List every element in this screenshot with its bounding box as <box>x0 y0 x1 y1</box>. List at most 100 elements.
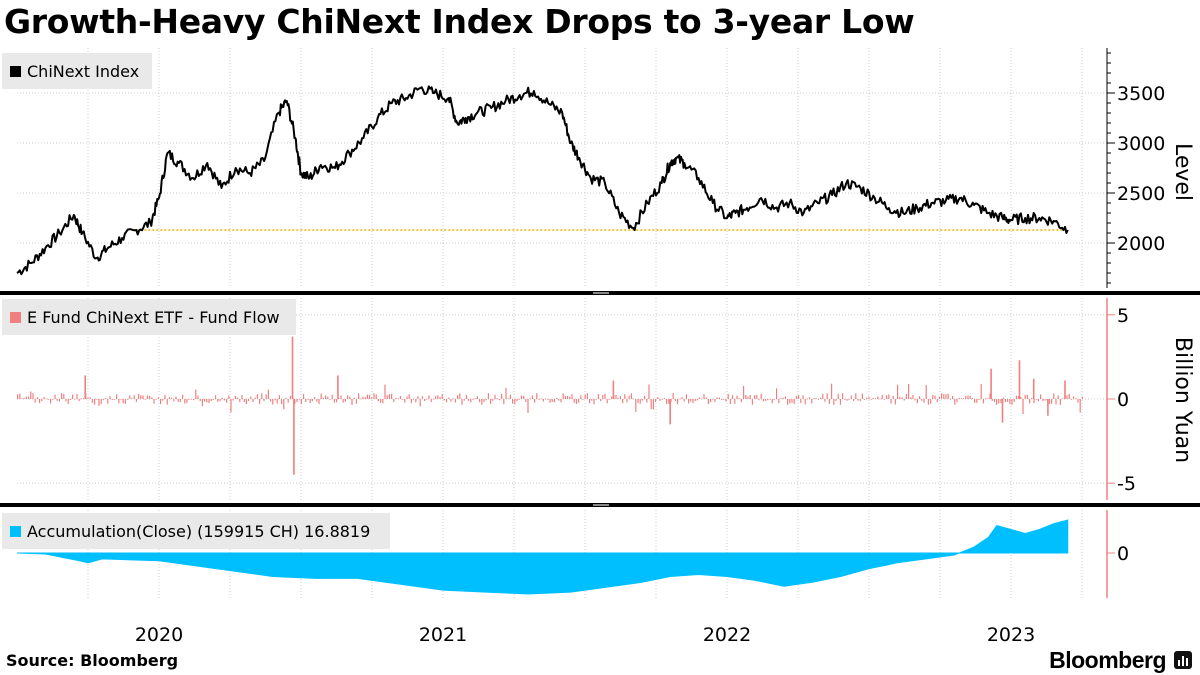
fund-flow-bar <box>498 399 500 401</box>
fund-flow-bar <box>1031 397 1033 399</box>
fund-flow-bar <box>542 399 544 402</box>
fund-flow-bar <box>459 393 461 399</box>
fund-flow-bar <box>523 395 525 399</box>
fund-flow-bar <box>826 393 828 399</box>
fund-flow-bar <box>188 399 190 400</box>
fund-flow-bar <box>518 399 520 400</box>
fund-flow-bar <box>734 399 736 404</box>
fund-flow-bar <box>274 399 276 401</box>
panel-divider-2[interactable] <box>0 503 1200 507</box>
fund-flow-bar <box>294 399 296 405</box>
fund-flow-bar <box>923 399 925 403</box>
fund-flow-bar <box>349 396 351 399</box>
fund-flow-bar <box>949 399 951 400</box>
fund-flow-bar <box>897 384 899 399</box>
brand-logo: Bloomberg <box>1049 647 1166 673</box>
fund-flow-bar <box>817 399 819 400</box>
fund-flow-bar <box>461 399 463 405</box>
fund-flow-bar <box>507 398 509 400</box>
fund-flow-bar <box>413 399 415 400</box>
fund-flow-bar <box>1044 399 1046 401</box>
fund-flow-bar <box>1024 394 1026 399</box>
fund-flow-bar <box>129 395 131 399</box>
fund-flow-bar <box>626 399 628 403</box>
fund-flow-bar <box>362 396 364 399</box>
fund-flow-bar <box>703 394 705 399</box>
fund-flow-bar <box>94 399 96 405</box>
fund-flow-bar <box>1018 360 1021 399</box>
fund-flow-bar <box>591 399 593 401</box>
fund-flow-bar <box>780 397 782 399</box>
fund-flow-bar <box>307 399 309 400</box>
fund-flow-bar <box>463 399 465 401</box>
fund-flow-bar <box>604 393 606 399</box>
fund-flow-bar <box>1066 395 1068 399</box>
fund-flow-bar <box>993 399 995 402</box>
fund-flow-bar <box>393 399 395 402</box>
legend-accumulation[interactable]: Accumulation(Close) (159915 CH) 16.8819 <box>2 513 390 549</box>
fund-flow-bar <box>969 395 971 399</box>
fund-flow-bar <box>652 399 654 410</box>
fund-flow-bar <box>936 399 938 403</box>
fund-flow-bar <box>905 393 907 399</box>
fund-flow-bar <box>769 398 771 400</box>
fund-flow-bar <box>991 399 993 401</box>
fund-flow-bar <box>608 399 610 400</box>
fund-flow-bar <box>569 396 571 399</box>
fund-flow-bar <box>50 399 52 404</box>
legend-index[interactable]: ChiNext Index <box>2 53 152 89</box>
fund-flow-bar <box>791 399 793 403</box>
fund-flow-bar <box>369 394 371 399</box>
fund-flow-bar <box>1048 399 1050 404</box>
fund-flow-bar <box>778 399 780 403</box>
fund-flow-bar <box>355 399 357 404</box>
fund-flow-bar <box>160 399 162 405</box>
fund-flow-bar <box>677 399 679 405</box>
fund-flow-bar <box>1000 399 1002 403</box>
fund-flow-bar <box>512 399 514 404</box>
fund-flow-bar <box>828 399 830 404</box>
fund-flow-bar <box>762 399 764 402</box>
fund-flow-bar <box>833 399 835 405</box>
fund-flow-bar <box>261 393 263 399</box>
fund-flow-bar <box>597 394 599 399</box>
fund-flow-bar <box>765 399 767 401</box>
fund-flow-bar <box>52 399 54 400</box>
fund-flow-bar <box>237 397 239 399</box>
fund-flow-bar <box>228 395 230 399</box>
fund-flow-bar <box>672 392 674 399</box>
fund-flow-bar <box>505 387 507 399</box>
panel-divider-1[interactable] <box>0 291 1200 295</box>
fund-flow-bar <box>784 396 786 399</box>
fund-flow-bar <box>265 394 267 399</box>
fund-flow-bar <box>105 398 107 399</box>
fund-flow-bar <box>325 395 327 399</box>
legend-fund-flow[interactable]: E Fund ChiNext ETF - Fund Flow <box>2 299 296 335</box>
fund-flow-bar <box>153 399 155 404</box>
fund-flow-bar <box>470 399 472 403</box>
fund-flow-bar <box>787 399 789 405</box>
axes: 3500 3000 2500 2000 5 0 -5 0 2020 2021 2022 2023 <box>135 48 1165 646</box>
fund-flow-bar <box>118 399 120 404</box>
fund-flow-bar <box>617 398 619 399</box>
fund-flow-bar <box>358 393 360 399</box>
fund-flow-bar <box>490 399 492 404</box>
fund-flow-bar <box>531 395 533 399</box>
fund-flow-bar <box>107 399 109 404</box>
fund-flow-bar <box>989 393 991 399</box>
fund-flow-bar <box>978 399 980 401</box>
fund-flow-bar <box>472 399 474 400</box>
chart-marks <box>16 85 1083 595</box>
y-tick-label-fund-flow: 0 <box>1117 389 1129 411</box>
fund-flow-bar <box>1079 399 1081 413</box>
fund-flow-bar <box>980 384 982 399</box>
fund-flow-bar <box>804 399 806 405</box>
fund-flow-bar <box>1081 396 1083 399</box>
fund-flow-bar <box>637 399 639 403</box>
fund-flow-bar <box>39 399 41 403</box>
fund-flow-bar <box>606 399 608 404</box>
fund-flow-bar <box>855 393 857 399</box>
fund-flow-bar <box>166 399 168 405</box>
fund-flow-bar <box>551 399 553 402</box>
fund-flow-bar <box>34 399 36 403</box>
